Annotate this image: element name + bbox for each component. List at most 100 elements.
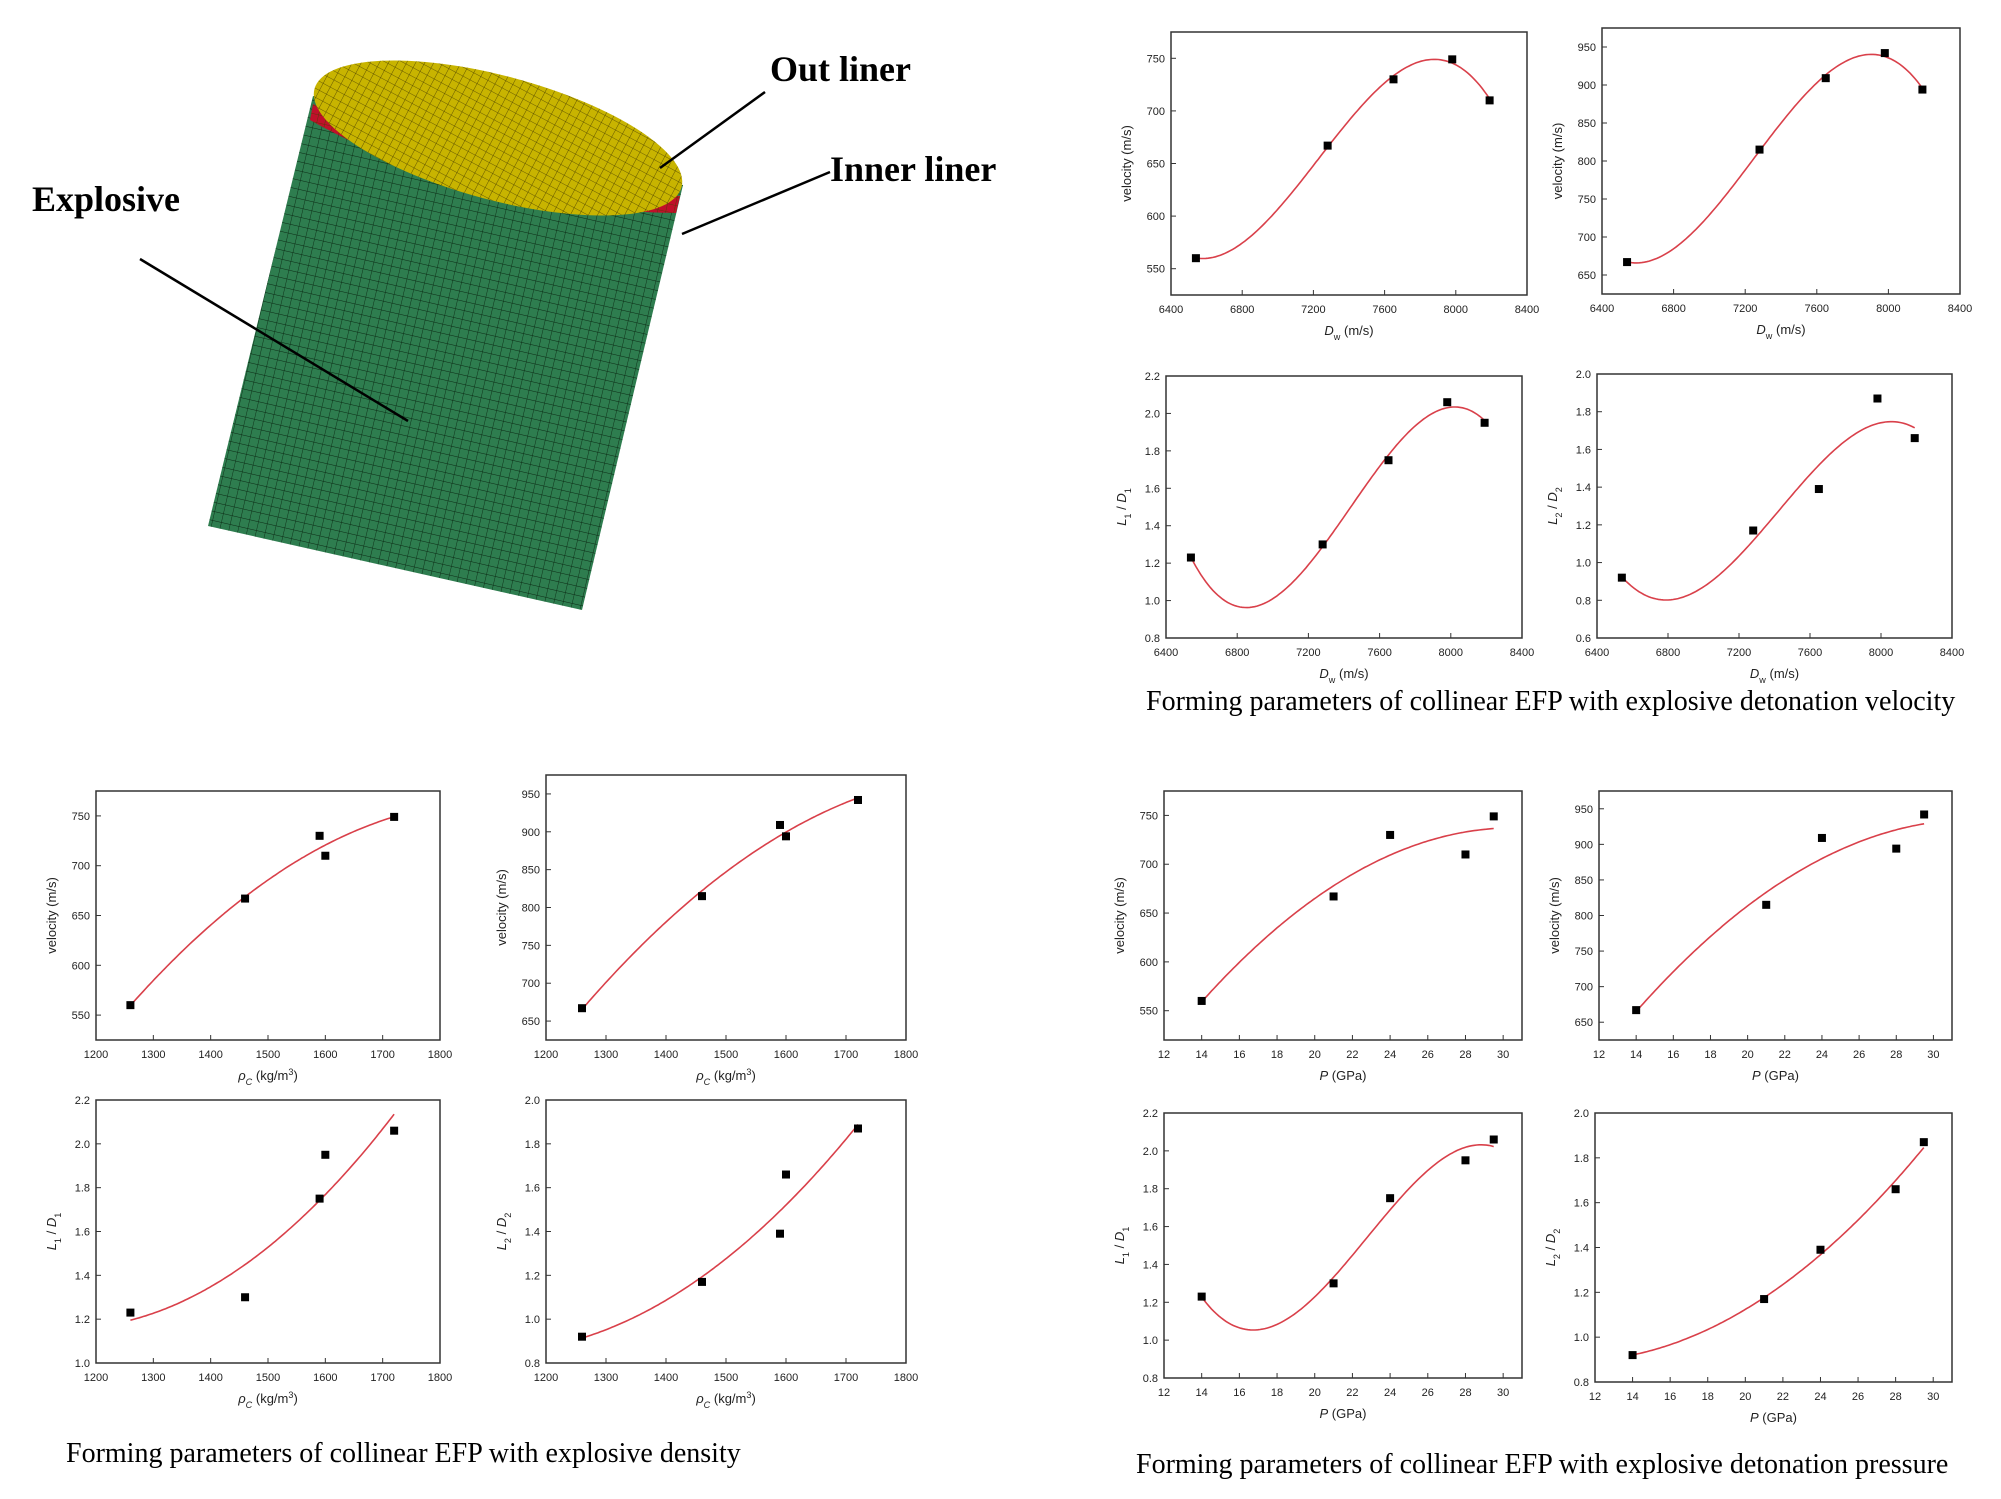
x-tick-label: 1600 bbox=[313, 1049, 337, 1061]
chart-p-l1d1: 12 14 16 18 20 22 24 26 28 30 0.8 1.0 1.2 1.4 1.6 1.8 2.… bbox=[1112, 1108, 1523, 1421]
data-point bbox=[578, 1004, 586, 1013]
data-point bbox=[854, 795, 862, 804]
data-point bbox=[126, 1308, 135, 1317]
plot-frame bbox=[545, 1099, 907, 1364]
x-tick-label: 26 bbox=[1422, 1049, 1434, 1061]
data-point bbox=[1197, 996, 1206, 1005]
x-tick-label: 1500 bbox=[256, 1049, 280, 1061]
data-point bbox=[1329, 1279, 1338, 1288]
x-tick-label: 1200 bbox=[534, 1372, 558, 1384]
y-tick-label: 750 bbox=[522, 940, 540, 952]
y-tick-label: 600 bbox=[1140, 957, 1158, 969]
data-point bbox=[1892, 844, 1901, 853]
x-axis-label: P (GPa) bbox=[1320, 1068, 1367, 1083]
y-tick-label: 1.8 bbox=[1145, 446, 1160, 458]
y-tick-label: 1.2 bbox=[525, 1270, 540, 1282]
x-tick-label: 22 bbox=[1346, 1049, 1358, 1061]
data-point bbox=[1817, 833, 1826, 842]
x-tick-label: 1500 bbox=[256, 1372, 280, 1384]
y-tick-label: 2.0 bbox=[1576, 369, 1591, 381]
x-tick-label: 8400 bbox=[1515, 304, 1539, 316]
caption-detonation-velocity: Forming parameters of collinear EFP with… bbox=[1146, 686, 1956, 717]
y-tick-label: 700 bbox=[1147, 106, 1165, 118]
y-axis-label: velocity (m/s) bbox=[1119, 125, 1134, 202]
data-point bbox=[390, 1126, 399, 1135]
y-tick-label: 2.0 bbox=[1145, 408, 1160, 420]
y-tick-label: 2.0 bbox=[1574, 1108, 1589, 1120]
out-liner-leader bbox=[659, 90, 766, 170]
data-point bbox=[390, 812, 399, 821]
y-axis-label: velocity (m/s) bbox=[44, 877, 59, 954]
data-point bbox=[1191, 254, 1200, 263]
data-point bbox=[315, 831, 324, 840]
fit-curve bbox=[1632, 1147, 1925, 1356]
y-tick-label: 550 bbox=[1147, 264, 1165, 276]
y-tick-label: 1.8 bbox=[525, 1139, 540, 1151]
y-tick-label: 1.8 bbox=[1574, 1153, 1589, 1165]
y-tick-label: 750 bbox=[1147, 53, 1165, 65]
x-tick-label: 7200 bbox=[1296, 647, 1320, 659]
data-point bbox=[1632, 1006, 1641, 1015]
y-tick-label: 2.2 bbox=[75, 1095, 90, 1107]
y-tick-label: 850 bbox=[1575, 875, 1593, 887]
y-tick-label: 0.8 bbox=[1145, 633, 1160, 645]
x-tick-label: 30 bbox=[1927, 1391, 1939, 1403]
y-tick-label: 0.8 bbox=[525, 1358, 540, 1370]
data-point bbox=[1323, 141, 1332, 150]
y-tick-label: 650 bbox=[1140, 908, 1158, 920]
data-point bbox=[1762, 900, 1771, 909]
data-point bbox=[1873, 394, 1882, 403]
fit-curve bbox=[130, 1113, 395, 1321]
y-axis-label: velocity (m/s) bbox=[1112, 877, 1127, 954]
x-tick-label: 26 bbox=[1422, 1387, 1434, 1399]
x-tick-label: 24 bbox=[1384, 1387, 1396, 1399]
data-point bbox=[1749, 526, 1758, 535]
y-tick-label: 1.2 bbox=[1576, 520, 1591, 532]
x-tick-label: 26 bbox=[1853, 1049, 1865, 1061]
y-tick-label: 2.2 bbox=[1145, 371, 1160, 383]
x-tick-label: 7600 bbox=[1372, 304, 1396, 316]
data-point bbox=[1919, 1138, 1928, 1147]
x-tick-label: 20 bbox=[1309, 1049, 1321, 1061]
chart-dw-v2: 6400 6800 7200 7600 8000 8400 650 700 750 800 850 9… bbox=[1550, 27, 1972, 341]
x-tick-label: 1300 bbox=[594, 1372, 618, 1384]
x-tick-label: 6400 bbox=[1154, 647, 1178, 659]
y-tick-label: 0.6 bbox=[1576, 633, 1591, 645]
data-point bbox=[1384, 456, 1393, 465]
y-axis-label: L1 / D1 bbox=[1114, 488, 1133, 526]
x-tick-label: 16 bbox=[1233, 1049, 1245, 1061]
x-tick-label: 1400 bbox=[654, 1049, 678, 1061]
x-axis-label: ρC (kg/m3) bbox=[695, 1067, 756, 1087]
x-tick-label: 7600 bbox=[1798, 647, 1822, 659]
x-axis-label: P (GPa) bbox=[1750, 1410, 1797, 1425]
x-tick-label: 12 bbox=[1158, 1049, 1170, 1061]
y-axis-label: velocity (m/s) bbox=[1547, 877, 1562, 954]
y-tick-label: 1.0 bbox=[75, 1358, 90, 1370]
x-tick-label: 20 bbox=[1739, 1391, 1751, 1403]
y-tick-label: 1.6 bbox=[525, 1183, 540, 1195]
plot-frame bbox=[1170, 31, 1528, 296]
y-tick-label: 1.2 bbox=[1574, 1287, 1589, 1299]
plot-frame bbox=[95, 1099, 441, 1364]
x-tick-label: 1700 bbox=[834, 1372, 858, 1384]
x-tick-label: 7200 bbox=[1733, 303, 1757, 315]
y-tick-label: 750 bbox=[1575, 946, 1593, 958]
data-point bbox=[1489, 1135, 1498, 1144]
x-tick-label: 1500 bbox=[714, 1372, 738, 1384]
data-point bbox=[1920, 810, 1929, 819]
data-point bbox=[1443, 398, 1452, 407]
x-tick-label: 7200 bbox=[1301, 304, 1325, 316]
inner-liner-label: Inner liner bbox=[830, 149, 997, 189]
data-point bbox=[1386, 830, 1395, 839]
x-tick-label: 8400 bbox=[1510, 647, 1534, 659]
data-point bbox=[776, 1229, 784, 1238]
fit-curve bbox=[1201, 1144, 1494, 1331]
x-axis-label: P (GPa) bbox=[1752, 1068, 1799, 1083]
y-tick-label: 1.4 bbox=[75, 1270, 90, 1282]
x-tick-label: 18 bbox=[1702, 1391, 1714, 1403]
x-tick-label: 1600 bbox=[313, 1372, 337, 1384]
x-tick-label: 14 bbox=[1630, 1049, 1642, 1061]
y-tick-label: 1.0 bbox=[1145, 596, 1160, 608]
caption-density: Forming parameters of collinear EFP with… bbox=[66, 1438, 741, 1469]
y-tick-label: 1.6 bbox=[1574, 1198, 1589, 1210]
